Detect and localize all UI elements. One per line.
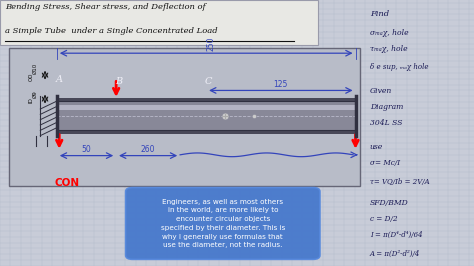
Text: Diagram: Diagram <box>370 103 403 111</box>
Text: τₘₐχ, hole: τₘₐχ, hole <box>370 44 407 53</box>
Text: σₘₐχ, hole: σₘₐχ, hole <box>370 28 408 37</box>
Text: 125: 125 <box>273 80 288 89</box>
FancyBboxPatch shape <box>57 98 356 134</box>
FancyBboxPatch shape <box>126 188 320 259</box>
Text: c = D/2: c = D/2 <box>370 215 397 223</box>
Text: I = π(D⁴-d⁴)/64: I = π(D⁴-d⁴)/64 <box>370 231 422 239</box>
Text: a Simple Tube  under a Single Concentrated Load: a Simple Tube under a Single Concentrate… <box>5 27 218 35</box>
FancyBboxPatch shape <box>9 48 360 186</box>
Text: ID: ID <box>28 98 33 103</box>
Text: OD: OD <box>28 72 33 81</box>
Text: 250: 250 <box>207 36 215 51</box>
Text: Ø9: Ø9 <box>33 90 38 98</box>
Text: SFD/BMD: SFD/BMD <box>370 199 409 207</box>
FancyBboxPatch shape <box>0 0 318 45</box>
Text: A = π(D²-d²)/4: A = π(D²-d²)/4 <box>370 249 420 257</box>
Text: Ø10: Ø10 <box>33 63 38 74</box>
Text: A: A <box>56 76 63 85</box>
Text: use: use <box>370 143 383 151</box>
Text: Bending Stress, Shear stress, and Deflection of: Bending Stress, Shear stress, and Deflec… <box>5 3 205 11</box>
Text: CON: CON <box>55 178 80 188</box>
Text: C: C <box>205 77 212 86</box>
Text: δ e sup, ₘₐχ hole: δ e sup, ₘₐχ hole <box>370 63 428 71</box>
Text: 50: 50 <box>82 145 91 154</box>
FancyBboxPatch shape <box>57 101 356 130</box>
Text: 304L SS: 304L SS <box>370 119 402 127</box>
Text: B: B <box>115 77 122 86</box>
Text: σ= Mc/I: σ= Mc/I <box>370 159 400 167</box>
FancyBboxPatch shape <box>57 106 356 110</box>
Text: τ= VQ/Ib = 2V/A: τ= VQ/Ib = 2V/A <box>370 177 429 186</box>
Text: Find: Find <box>370 10 389 18</box>
Text: 260: 260 <box>141 145 155 154</box>
Text: Engineers, as well as most others
in the world, are more likely to
encounter cir: Engineers, as well as most others in the… <box>161 198 285 248</box>
Text: Given: Given <box>370 87 392 95</box>
